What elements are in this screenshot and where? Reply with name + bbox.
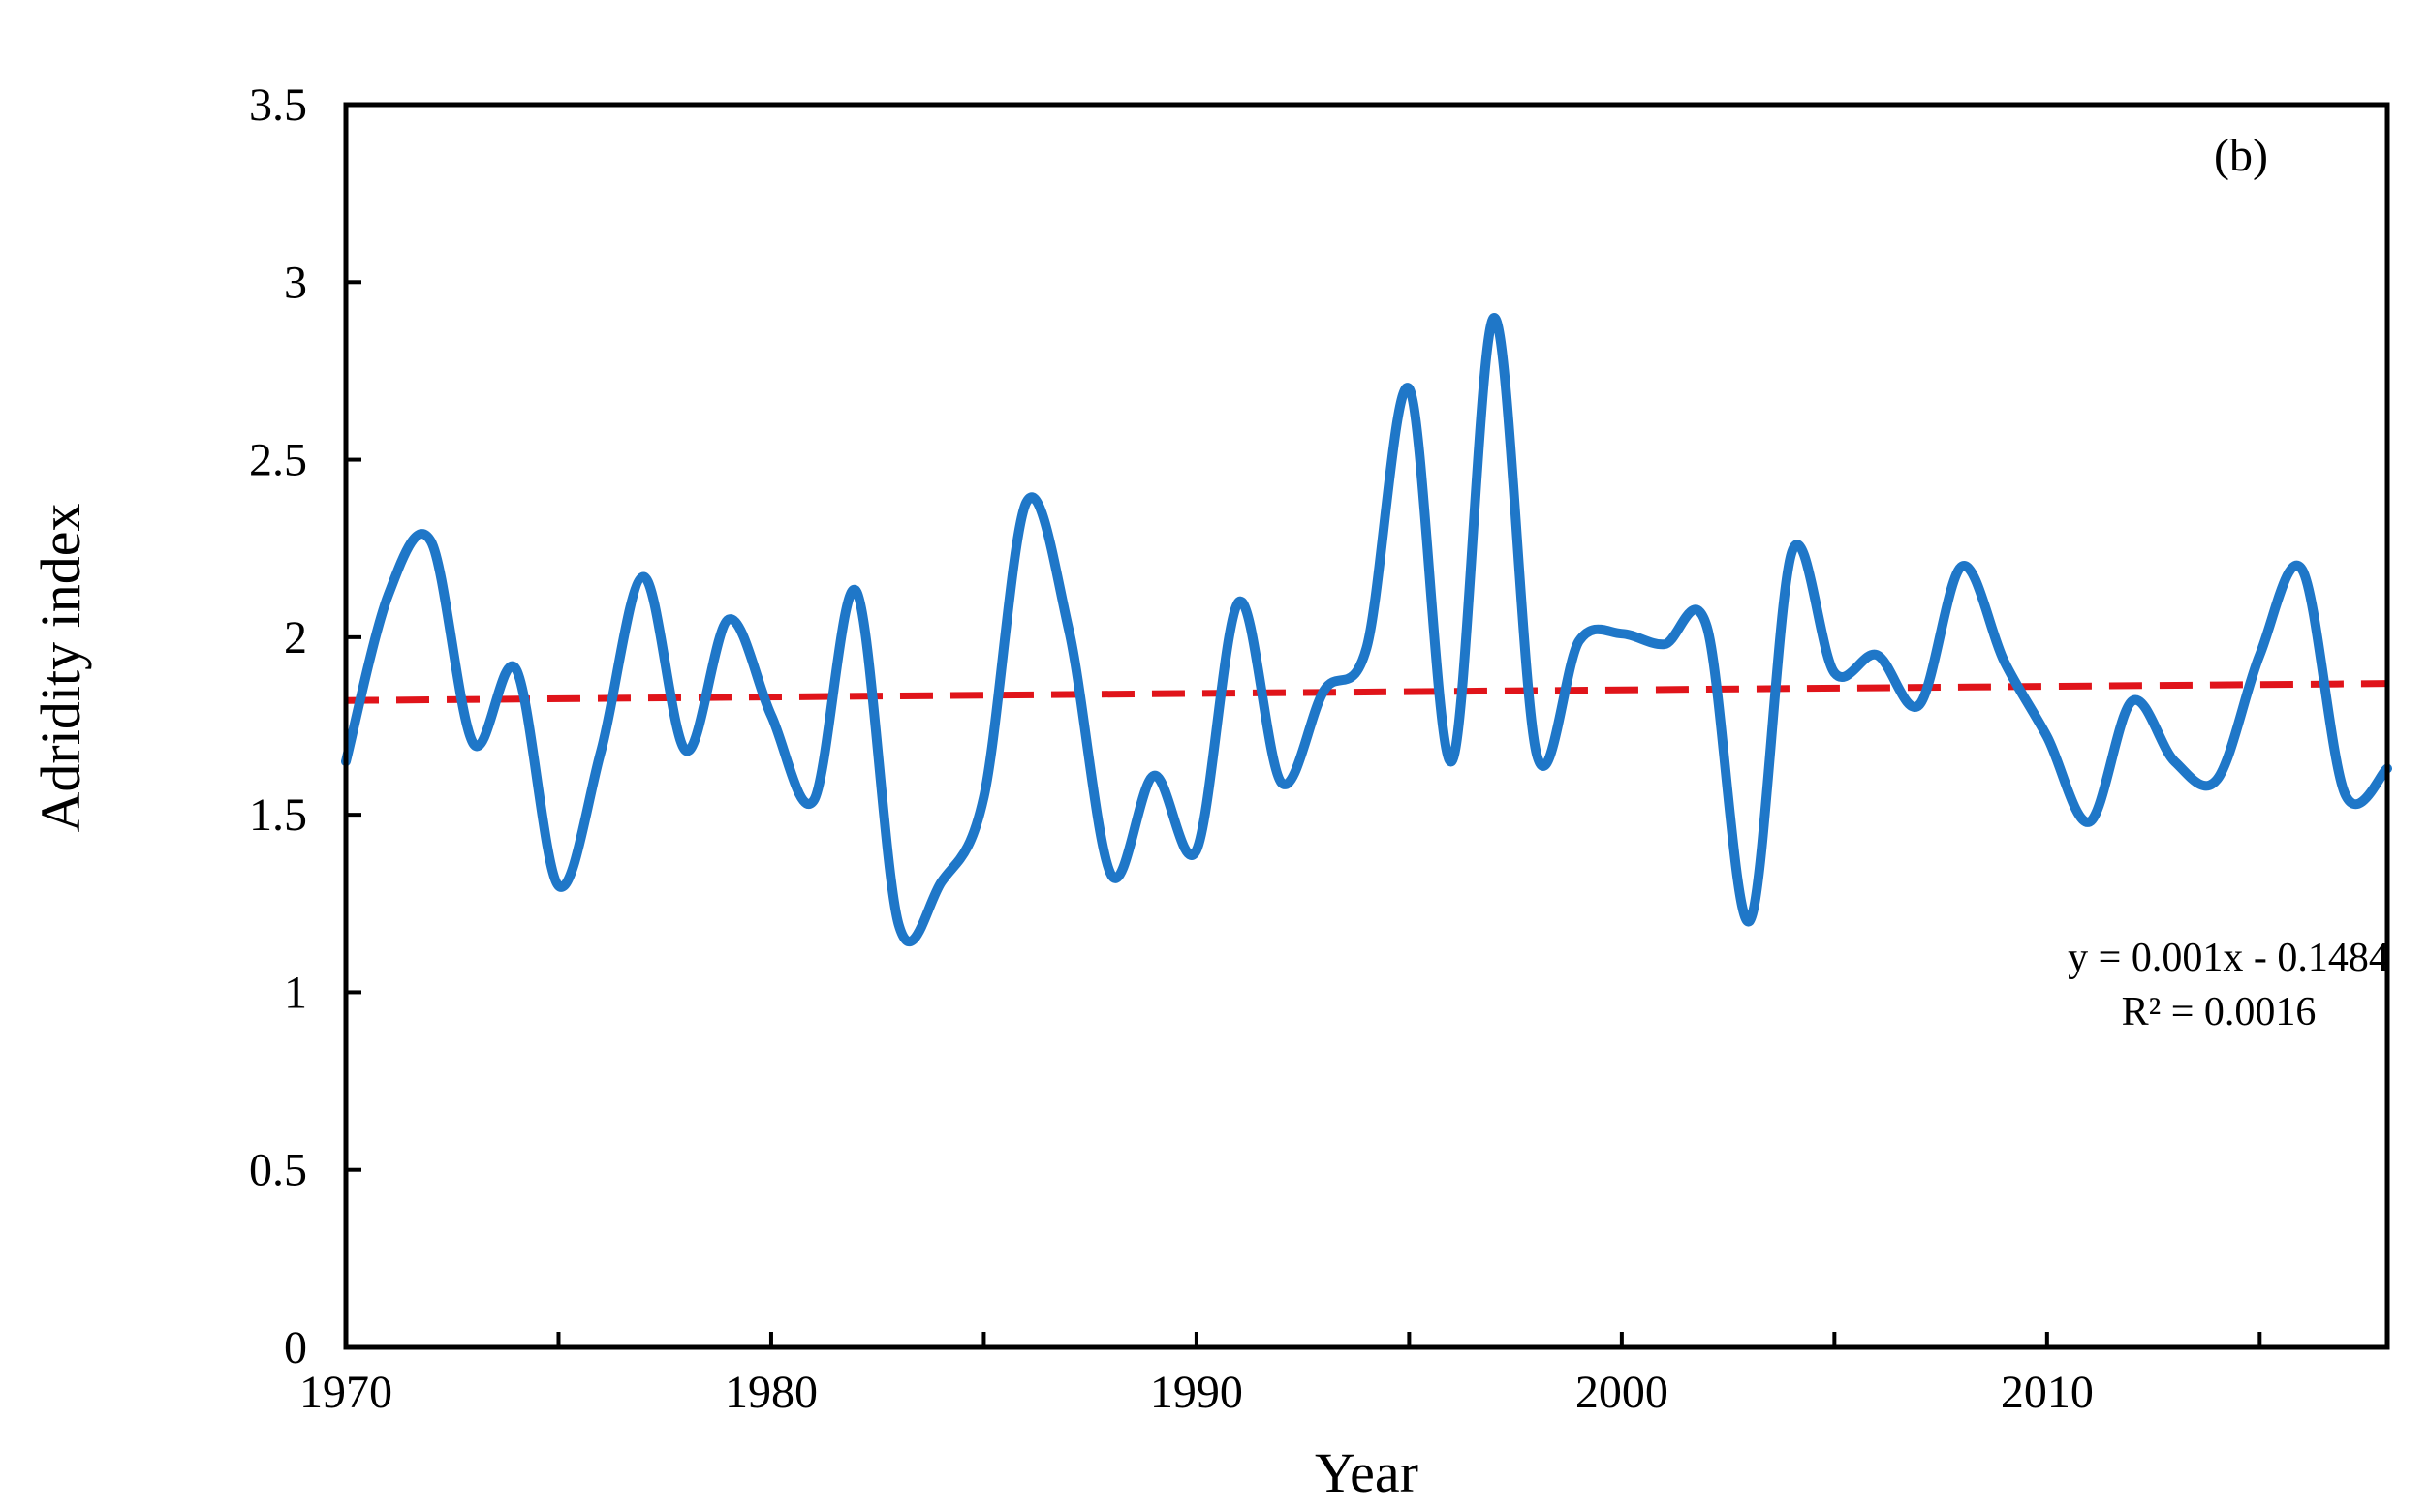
y-axis-ticks: 0 0.5 1 1.5 2 2.5 3 3.5 [249,79,361,1373]
plot-frame [343,102,2390,1350]
y-tick-label: 2 [284,612,307,663]
y-tick-label: 1.5 [249,789,307,841]
x-tick-label: 1990 [1150,1367,1243,1418]
y-tick-label: 3.5 [249,79,307,131]
x-tick-label: 2000 [1575,1367,1668,1418]
panel-label: (b) [2214,130,2268,181]
x-tick-label: 1970 [299,1367,392,1418]
trend-line [345,680,2388,704]
y-tick-label: 0.5 [249,1145,307,1196]
x-tick-label: 1980 [725,1367,818,1418]
trend-r2: R² = 0.0016 [2122,990,2317,1034]
y-tick-label: 0 [284,1322,307,1373]
series-line [341,312,2392,947]
trend-equation: y = 0.001x - 0.1484 [2068,936,2389,980]
x-axis-title: Year [1315,1441,1418,1504]
y-tick-label: 2.5 [249,435,307,486]
y-tick-label: 1 [284,967,307,1018]
x-axis-ticks: 1970 1980 1990 2000 2010 [299,1332,2262,1418]
y-tick-label: 3 [284,257,307,308]
x-tick-label: 2010 [2001,1367,2094,1418]
y-axis-title: Adridity index [29,504,92,833]
